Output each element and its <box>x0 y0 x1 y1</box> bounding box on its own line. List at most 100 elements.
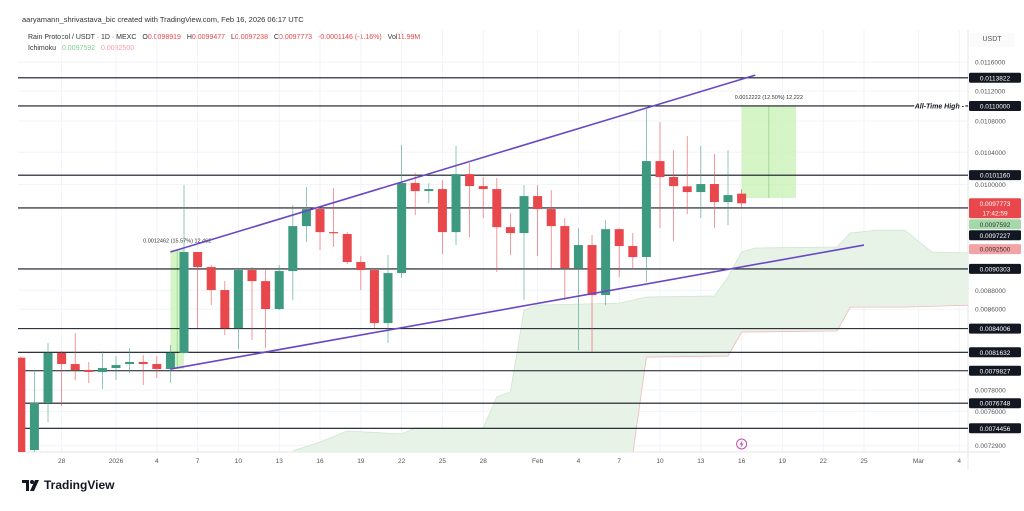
x-tick-label: 19 <box>357 458 365 465</box>
candle <box>505 213 515 255</box>
price-tag <box>969 230 1021 241</box>
high-label: H <box>186 34 192 41</box>
brand-name: TradingView <box>44 478 115 492</box>
x-tick-label: 10 <box>235 458 243 465</box>
candle <box>397 145 407 279</box>
price-tag <box>969 263 1021 274</box>
candle <box>18 356 26 452</box>
price-tag-label: 0.0110000 <box>980 103 1011 110</box>
symbol-legend[interactable]: Rain Protocol / USDT · 1D · MEXC O0.0098… <box>28 32 420 43</box>
candle <box>342 232 352 265</box>
price-tag <box>969 100 1021 111</box>
indicator-value-2: 0.0092500 <box>101 45 135 52</box>
y-tick-label: 0.0078000 <box>975 387 1006 394</box>
candle-body <box>206 267 216 291</box>
close-value: 0.0097773 <box>278 34 313 41</box>
candle-body <box>125 361 135 365</box>
lightning-glyph <box>739 440 744 448</box>
candle <box>220 281 230 336</box>
candle-body <box>492 189 502 228</box>
candle <box>465 163 475 238</box>
candle-body <box>696 184 706 193</box>
candle-body <box>70 364 80 370</box>
time-axis[interactable]: 28 2026 4 7 10 13 16 19 22 25 28 Feb 4 7 10 13 16 19 22 25 M… <box>58 458 961 465</box>
candle-body <box>18 357 26 452</box>
indicator-value-1: 0.0097592 <box>61 45 96 52</box>
price-tag <box>969 423 1021 434</box>
price-tag <box>969 365 1021 376</box>
candle <box>478 177 488 219</box>
cloud-upper-line <box>292 229 968 452</box>
candle <box>451 146 461 246</box>
y-tick-label: 0.0100000 <box>975 182 1006 189</box>
candle-body <box>152 364 162 369</box>
candle-body <box>84 369 94 372</box>
y-tick-label: 0.0086000 <box>975 307 1006 314</box>
price-tag <box>969 323 1021 334</box>
x-tick-label: Mar <box>913 458 925 465</box>
candle-body <box>737 193 747 204</box>
price-tag <box>969 398 1021 409</box>
candle-body <box>315 209 325 233</box>
candle <box>301 187 311 243</box>
candle-body <box>533 196 543 210</box>
price-tag-label: 0.0074456 <box>980 426 1011 433</box>
x-tick-label: 16 <box>738 458 746 465</box>
countdown-label: 17:42:59 <box>982 210 1008 217</box>
candle <box>179 185 189 354</box>
x-tick-label: 4 <box>957 458 961 465</box>
candle <box>560 218 570 301</box>
price-tag-label: 0.0113822 <box>980 75 1011 82</box>
low-value: 0.0097238 <box>234 34 268 41</box>
candle-body <box>655 161 665 178</box>
trendline[interactable] <box>170 244 865 370</box>
price-tags: 0.0113822 0.0110000 0.0101160 0.0097773 17:4… <box>969 72 1021 434</box>
change-value: -0.0001146 (-1.16%) <box>318 34 382 41</box>
ichimoku-cloud <box>292 229 968 452</box>
candle-body <box>601 229 611 296</box>
price-axis[interactable]: 0.0116000 0.0112000 0.0108000 0.0104000 0.01… <box>975 60 1006 451</box>
x-tick-label: Feb <box>532 458 544 465</box>
tradingview-logo-icon <box>22 479 39 491</box>
y-tick-label: 0.0076000 <box>975 409 1006 416</box>
trendline[interactable] <box>170 74 756 253</box>
candle <box>84 361 94 384</box>
cloud-fill <box>292 230 968 452</box>
currency-label[interactable]: USDT <box>970 33 1014 47</box>
price-tag <box>969 244 1021 255</box>
chart-credit: aaryamann_shrivastava_bic created with T… <box>22 15 304 24</box>
candle-body <box>682 186 692 193</box>
candle-body <box>587 245 597 296</box>
candle <box>152 356 162 379</box>
candle-body <box>193 252 203 268</box>
y-tick-label: 0.0112000 <box>975 89 1006 96</box>
candle-body <box>329 232 339 234</box>
candle-body <box>478 186 488 190</box>
candle-body <box>424 189 434 192</box>
candle-body <box>288 226 298 272</box>
price-tag-label: 0.0076748 <box>980 401 1011 408</box>
candle-body <box>451 174 461 233</box>
x-tick-label: 25 <box>860 458 868 465</box>
event-marker[interactable] <box>736 438 748 450</box>
candle <box>641 109 651 283</box>
candle-body <box>220 290 230 329</box>
candle <box>29 369 39 452</box>
candle <box>193 252 203 329</box>
indicator-legend[interactable]: Ichimoku 0.0097592 0.0092500 <box>28 43 420 54</box>
candle <box>111 356 121 381</box>
y-tick-label: 0.0108000 <box>975 119 1006 126</box>
x-tick-label: 7 <box>617 458 621 465</box>
trendlines[interactable] <box>170 74 865 370</box>
candle <box>356 256 366 291</box>
candle <box>97 351 107 390</box>
candle <box>437 180 447 254</box>
candle-body <box>29 403 39 451</box>
symbol-name: Rain Protocol / USDT · 1D · MEXC <box>28 34 137 41</box>
x-tick-label: 10 <box>656 458 664 465</box>
all-time-high-label: All-Time High - <box>914 103 965 110</box>
candle-body <box>519 196 529 234</box>
high-value: 0.0099477 <box>191 34 226 41</box>
candle <box>737 189 747 208</box>
